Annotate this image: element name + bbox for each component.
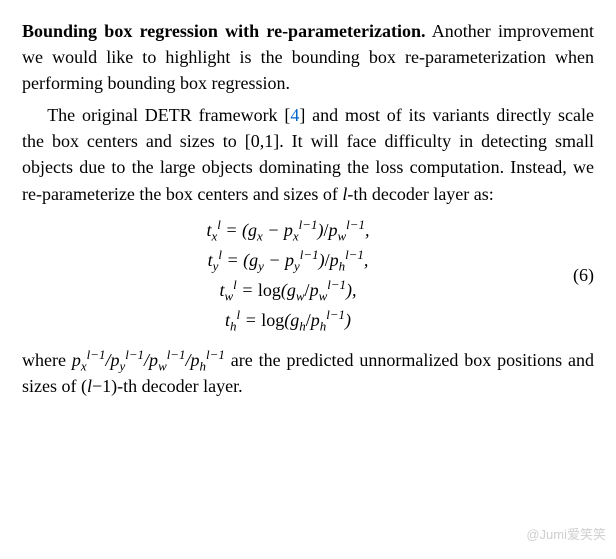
p2-pre: The original DETR framework [: [47, 105, 290, 125]
section-heading: Bounding box regression with re-paramete…: [22, 21, 426, 41]
paragraph-where: where pxl−1/pyl−1/pwl−1/phl−1 are the pr…: [22, 347, 594, 399]
eq-tw: twl = log(gw/pwl−1),: [219, 277, 356, 303]
p3-vars: pxl−1/pyl−1/pwl−1/phl−1: [72, 350, 225, 370]
eq-tx: txl = (gx − pxl−1)/pwl−1,: [207, 217, 370, 243]
equation-block: txl = (gx − pxl−1)/pwl−1, tyl = (gy − py…: [22, 217, 594, 333]
paragraph-detr: The original DETR framework [4] and most…: [22, 102, 594, 206]
watermark: @Jumi爱笑笑: [526, 526, 606, 545]
equation-number: (6): [554, 262, 594, 288]
paragraph-intro: Bounding box regression with re-paramete…: [22, 18, 594, 96]
eq-th: thl = log(gh/phl−1): [225, 307, 351, 333]
p3-pre: where: [22, 350, 72, 370]
equation-body: txl = (gx − pxl−1)/pwl−1, tyl = (gy − py…: [22, 217, 554, 333]
eq-ty: tyl = (gy − pyl−1)/phl−1,: [208, 247, 369, 273]
p2-tail: -th decoder layer as:: [347, 184, 493, 204]
p3-tail: −1)-th decoder layer.: [92, 376, 243, 396]
